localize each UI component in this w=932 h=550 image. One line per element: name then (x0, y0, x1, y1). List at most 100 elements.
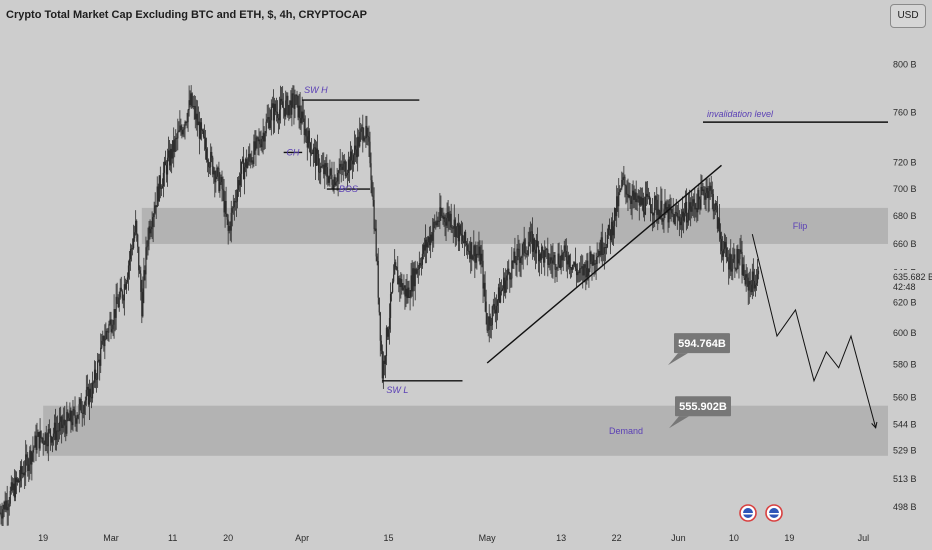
drawings-layer (486, 164, 878, 429)
candle-body (127, 265, 130, 278)
candle-body (538, 253, 541, 262)
candle-body (442, 215, 444, 220)
candle-body (723, 241, 726, 250)
candle-body (659, 211, 661, 219)
candle-body (652, 212, 654, 216)
time-axis-background (0, 526, 888, 550)
candle-body (60, 416, 62, 422)
candle (681, 196, 684, 231)
candle-body (262, 132, 264, 139)
candle-body (452, 227, 454, 229)
candle (388, 303, 391, 345)
candle (748, 271, 750, 304)
candle-body (591, 261, 593, 266)
candle (641, 187, 643, 211)
currency-button[interactable]: USD (890, 4, 926, 28)
candle (482, 249, 484, 304)
candle (522, 241, 524, 270)
candle-body (399, 278, 401, 288)
candle-body (33, 447, 35, 450)
candle-body (64, 419, 66, 426)
candle-body (676, 212, 678, 218)
economic-event-icon[interactable] (765, 504, 783, 522)
candle-body (61, 416, 63, 429)
candle (75, 415, 77, 432)
candle (34, 431, 36, 448)
candle-body (713, 209, 715, 212)
candle-body (625, 185, 627, 195)
candle-body (146, 246, 148, 248)
candle (455, 226, 457, 246)
candle-body (170, 148, 172, 166)
candle-body (347, 159, 350, 173)
candle-body (665, 202, 667, 213)
candle-body (738, 259, 740, 264)
candle-body (149, 226, 151, 234)
candle-body (654, 196, 656, 213)
candle-body (384, 356, 387, 364)
candle-body (93, 369, 96, 383)
candle (387, 326, 390, 340)
candle-body (309, 142, 311, 154)
candle (91, 371, 94, 403)
projection-arrowhead (871, 421, 878, 429)
candle (371, 175, 373, 197)
candle-body (680, 217, 683, 226)
candle (489, 313, 491, 338)
candle (533, 237, 536, 261)
candle (670, 197, 672, 222)
candle (275, 97, 278, 122)
candle (337, 169, 339, 197)
candle (338, 158, 340, 185)
candle (18, 469, 21, 493)
candle (577, 263, 579, 283)
candle-body (325, 163, 327, 168)
candle (306, 127, 308, 161)
candle (115, 283, 117, 330)
candle-body (318, 153, 320, 173)
candle (481, 240, 483, 268)
candle-body (285, 100, 287, 117)
candle (485, 289, 487, 325)
candle-body (479, 246, 481, 265)
candle-body (352, 154, 355, 165)
candle (578, 270, 580, 283)
candle-body (208, 161, 210, 168)
candle (389, 282, 392, 333)
candle-body (266, 119, 268, 122)
candle-body (6, 500, 8, 511)
candle (660, 186, 662, 220)
candle-body (493, 304, 495, 310)
candle-body (400, 279, 402, 288)
candle-body (134, 232, 136, 239)
candle (531, 217, 533, 260)
candle (122, 294, 124, 309)
candle-body (704, 195, 706, 200)
candle (98, 353, 100, 363)
candle-body (11, 482, 13, 491)
candle (72, 399, 74, 432)
candle (143, 257, 145, 304)
candle (366, 115, 368, 145)
candle-body (252, 160, 254, 164)
candle-body (218, 168, 220, 191)
candle (310, 138, 313, 156)
candle (682, 208, 685, 234)
time-tick-label: Jun (671, 533, 686, 543)
economic-event-icon[interactable] (739, 504, 757, 522)
candle (710, 175, 712, 198)
candle (40, 430, 42, 443)
candle-body (168, 150, 171, 166)
candle-body (450, 213, 452, 228)
candle (260, 130, 262, 151)
candle (239, 159, 242, 198)
candle-body (437, 220, 439, 222)
candle (610, 217, 613, 243)
candle (524, 237, 526, 260)
candle-body (678, 216, 680, 222)
candle (137, 233, 139, 253)
candle (10, 475, 12, 495)
candle-body (632, 190, 634, 197)
